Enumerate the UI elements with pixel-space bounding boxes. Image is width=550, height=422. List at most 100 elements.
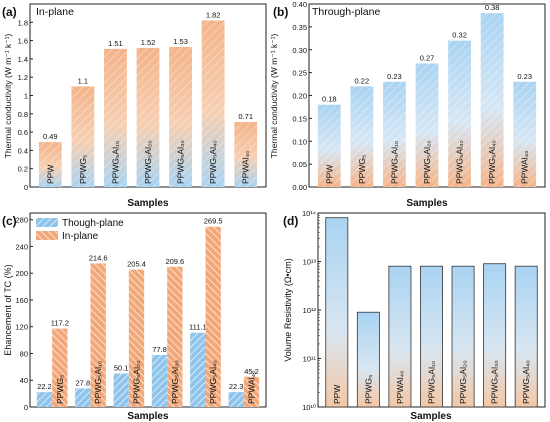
y-axis-label-d: Volume Resistivity (Ω•cm) xyxy=(283,258,293,361)
y-tick-label-a: 1.2 xyxy=(18,73,28,82)
bar-d-6 xyxy=(514,265,538,408)
legend-label-through: Though-plane xyxy=(62,218,124,229)
category-label-a-6: PPWAl₄₀ xyxy=(241,150,251,184)
y-ticks-c: 0 40 80 120 160 200 240 280 xyxy=(15,216,33,412)
bars-b: 0.18 PPW 0.22 PPWG₅ 0.23 PPWG₅Al₁₀ 0.27 PPWG₅Al… xyxy=(317,3,537,188)
data-label-b-2: 0.23 xyxy=(387,72,402,81)
bar-d-3 xyxy=(420,265,443,408)
category-label-c-2: PPWG₅Al₂₀ xyxy=(132,360,142,404)
category-label-b-0: PPW xyxy=(324,165,334,184)
category-label-b-2: PPWG₅Al₁₀ xyxy=(389,140,399,184)
data-label-c-1-1: 214.6 xyxy=(89,253,108,262)
data-label-a-0: 0.49 xyxy=(43,132,58,141)
category-label-b-3: PPWG₅Al₂₀ xyxy=(422,140,432,184)
y-tick-label-c: 240 xyxy=(15,242,28,251)
data-label-b-6: 0.23 xyxy=(517,72,532,81)
x-axis-label-d: Samples xyxy=(410,411,452,422)
data-label-c-1-4: 269.5 xyxy=(204,217,223,226)
y-tick-label-a: 0.8 xyxy=(18,110,28,119)
bars-a: 0.49 PPW 1.1 PPWG₅ 1.51 PPWG₅Al₁₀ 1.52 PPWG₅Al₂… xyxy=(38,10,258,188)
bar-d-1 xyxy=(356,311,380,408)
category-label-c-1: PPWG₅Al₁₀ xyxy=(93,360,103,404)
panel-a: (a) In-plane 00.20.40.60.811.21.41.61.8 … xyxy=(2,3,267,209)
category-label-b-6: PPWAl₄₀ xyxy=(520,150,530,184)
category-label-a-3: PPWG₅Al₂₀ xyxy=(143,140,153,184)
y-tick-label-c: 280 xyxy=(15,216,28,225)
data-label-a-5: 1.82 xyxy=(206,10,221,19)
chart-title-b: Through-plane xyxy=(312,6,380,18)
category-label-a-1: PPWG₅ xyxy=(78,155,88,184)
legend-c: Though-plane In-plane xyxy=(36,218,124,242)
bar-c-1-3 xyxy=(167,266,183,407)
bar-hatch-a-5 xyxy=(201,20,225,187)
bar-c-0-0 xyxy=(36,392,53,407)
y-tick-label-c: 80 xyxy=(20,349,28,358)
x-axis-label-c: Samples xyxy=(127,411,169,422)
y-tick-label-c: 40 xyxy=(20,376,28,385)
category-label-c-3: PPWG₅Al₃₀ xyxy=(170,360,180,404)
x-axis-label-a: Samples xyxy=(127,198,169,209)
panel-b: (b) Through-plane 0.000.050.100.150.200.… xyxy=(269,0,546,209)
bars-d: PPW PPWG₅ PPWAl₄₀ PPWG₅Al₁₀ PPWG₅Al₂₀ PPWG₅Al… xyxy=(325,217,538,408)
category-label-d-0: PPW xyxy=(332,385,342,404)
data-label-b-0: 0.18 xyxy=(322,95,337,104)
panel-label-a: (a) xyxy=(2,5,17,19)
data-label-c-1-5: 45.2 xyxy=(244,367,259,376)
y-tick-label-a: 1 xyxy=(24,92,28,101)
bar-hatch-a-3 xyxy=(136,47,160,187)
y-tick-label-b: 0.30 xyxy=(292,46,307,55)
y-tick-label-b: 0.35 xyxy=(292,23,307,32)
y-axis-label-c: Ehancement of TC (%) xyxy=(3,264,13,355)
category-label-a-5: PPWG₅Al₄₀ xyxy=(208,140,218,184)
bar-c-0-3 xyxy=(151,354,168,407)
y-tick-label-c: 120 xyxy=(15,323,28,332)
data-label-a-6: 0.71 xyxy=(238,112,253,121)
bar-hatch-b-5 xyxy=(480,13,504,188)
data-label-c-0-3: 77.8 xyxy=(152,345,167,354)
y-tick-label-a: 0.6 xyxy=(18,128,28,137)
bar-hatch-b-6 xyxy=(513,81,537,187)
y-tick-label-a: 1.8 xyxy=(18,18,28,27)
category-label-b-1: PPWG₅ xyxy=(357,155,367,184)
bar-d-2 xyxy=(388,265,412,408)
category-label-d-5: PPWG₅Al₃₀ xyxy=(490,360,500,404)
data-label-c-1-2: 205.4 xyxy=(127,260,146,269)
data-label-a-2: 1.51 xyxy=(108,39,123,48)
y-tick-label-d: 10¹³ xyxy=(303,258,317,267)
bar-c-1-5 xyxy=(243,376,260,407)
y-tick-label-b: 0.40 xyxy=(292,0,307,9)
category-label-d-3: PPWG₅Al₁₀ xyxy=(427,360,437,404)
bar-hatch-a-0 xyxy=(38,142,62,187)
y-tick-label-d: 10¹² xyxy=(303,306,317,315)
bar-hatch-b-1 xyxy=(350,86,374,187)
data-label-a-1: 1.1 xyxy=(78,76,88,85)
y-tick-label-b: 0.00 xyxy=(292,183,307,192)
data-label-b-3: 0.27 xyxy=(420,53,435,62)
data-label-b-4: 0.32 xyxy=(452,31,467,40)
panel-label-b: (b) xyxy=(273,5,288,19)
category-label-a-4: PPWG₅Al₃₀ xyxy=(176,140,186,184)
y-tick-label-b: 0.15 xyxy=(292,114,307,123)
category-label-a-2: PPWG₅Al₁₀ xyxy=(110,140,120,184)
y-ticks-a: 0 0.2 0.4 0.6 0.8 1 1.2 1.4 1.6 1.8 xyxy=(18,18,33,192)
data-label-c-0-5: 22.3 xyxy=(229,382,244,391)
bar-d-4 xyxy=(451,265,475,408)
data-label-a-3: 1.52 xyxy=(141,38,156,47)
y-tick-label-d: 10¹¹ xyxy=(303,355,317,364)
category-label-a-0: PPW xyxy=(45,165,55,184)
data-label-c-0-1: 27.8 xyxy=(76,378,91,387)
y-tick-label-b: 0.10 xyxy=(292,137,307,146)
bar-hatch-a-2 xyxy=(104,48,127,188)
category-label-c-4: PPWG₅Al₄₀ xyxy=(208,360,218,404)
bar-c-0-5 xyxy=(228,392,244,407)
category-label-d-6: PPWG₅Al₄₀ xyxy=(521,360,531,404)
category-label-c-0: PPWG₅ xyxy=(55,375,65,404)
y-tick-label-a: 1.6 xyxy=(18,37,28,46)
bar-hatch-a-1 xyxy=(71,86,95,187)
x-axis-label-b: Samples xyxy=(406,198,448,209)
bar-c-1-1 xyxy=(90,263,106,407)
y-tick-label-d: 10¹⁰ xyxy=(302,403,316,412)
bar-c-0-2 xyxy=(113,373,129,407)
data-label-c-0-4: 111.1 xyxy=(189,323,207,332)
